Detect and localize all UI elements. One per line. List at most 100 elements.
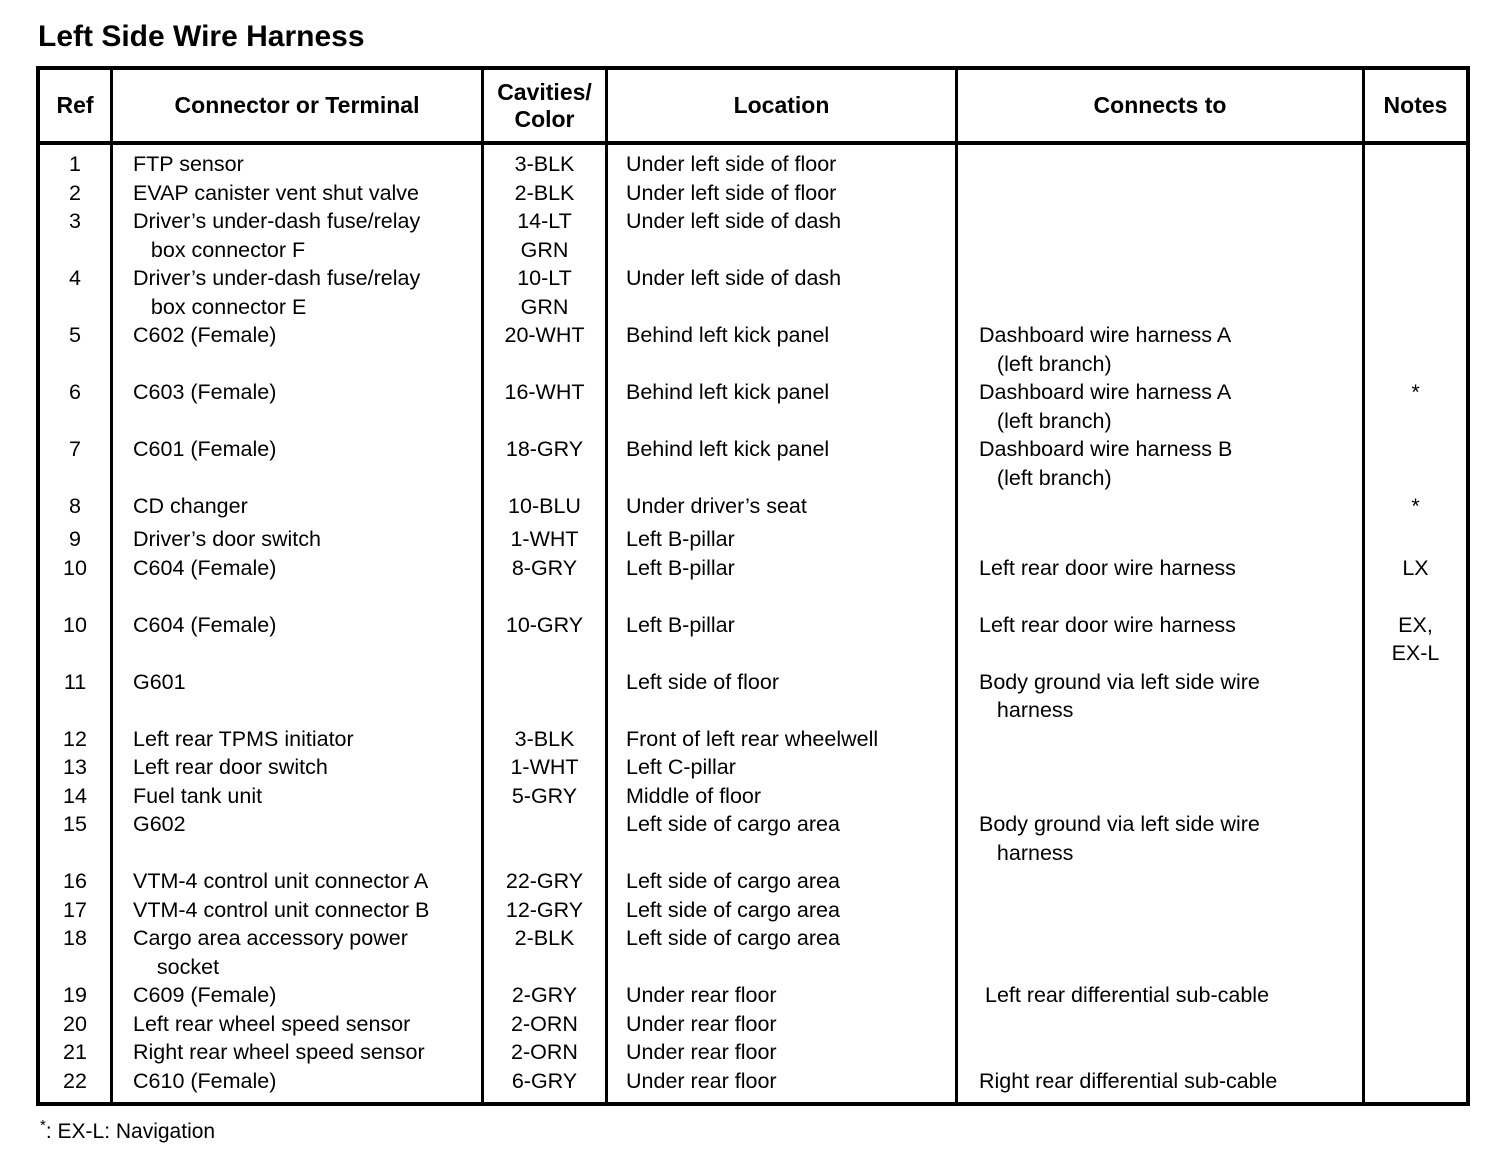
- cell-cavities-color: 8-GRY: [481, 553, 605, 611]
- cell-connects-to: [955, 264, 1362, 321]
- cell-notes: [1362, 1038, 1466, 1067]
- table-row: 6 C603 (Female) 16-WHT Behind left kick pan…: [40, 378, 1466, 435]
- cell-connects-to: Left rear differential sub-cable: [955, 981, 1362, 1010]
- table-row: 13 Left rear door switch 1-WHT Left C-pilla…: [40, 753, 1466, 782]
- cell-connects-to: [955, 924, 1362, 981]
- cell-ref: 6: [69, 380, 81, 404]
- cell-connects-to: Body ground via left side wire harness: [955, 667, 1362, 725]
- table-row: 12 Left rear TPMS initiator 3-BLK Front of …: [40, 724, 1466, 753]
- cell-location: Left side of floor: [605, 667, 955, 725]
- cell-connector: Left rear TPMS initiator: [110, 724, 481, 753]
- cell-cavities-color: 3-BLK: [481, 145, 605, 179]
- cell-connects-to: [955, 1038, 1362, 1067]
- cell-cavities-color: 10-LT GRN: [481, 264, 605, 321]
- table-row: 10 C604 (Female) 8-GRY Left B-pillar Left re…: [40, 553, 1466, 611]
- cell-cavities-color: 2-GRY: [481, 981, 605, 1010]
- cell-connector: EVAP canister vent shut valve: [110, 178, 481, 207]
- table-row: 19 C609 (Female) 2-GRY Under rear floor Lef…: [40, 981, 1466, 1010]
- table-row: 7 C601 (Female) 18-GRY Behind left kick pan…: [40, 435, 1466, 492]
- table-row: 22 C610 (Female) 6-GRY Under rear floor Righ…: [40, 1066, 1466, 1102]
- cell-connector: Driver’s under-dash fuse/relay box conne…: [110, 207, 481, 264]
- header-connector: Connector or Terminal: [110, 70, 481, 141]
- cell-ref: 8: [69, 494, 81, 518]
- cell-notes: [1362, 810, 1466, 867]
- cell-location: Left B-pillar: [605, 525, 955, 554]
- cell-cavities-color: 3-BLK: [481, 724, 605, 753]
- cell-ref: 4: [69, 266, 81, 290]
- table-row: 18 Cargo area accessory power socket 2-BLK…: [40, 924, 1466, 981]
- cell-notes: LX: [1362, 553, 1466, 611]
- table-row: 1 FTP sensor 3-BLK Under left side of floor: [40, 145, 1466, 179]
- cell-location: Under rear floor: [605, 1066, 955, 1102]
- cell-connector: C604 (Female): [110, 610, 481, 668]
- cell-location: Behind left kick panel: [605, 378, 955, 435]
- table-row: 17 VTM-4 control unit connector B 12-GRY Le…: [40, 895, 1466, 924]
- cell-location: Left B-pillar: [605, 553, 955, 611]
- cell-ref: 20: [63, 1011, 87, 1036]
- cell-connects-to: [955, 895, 1362, 924]
- cell-cavities-color: 1-WHT: [481, 525, 605, 554]
- cell-notes: [1362, 1066, 1466, 1102]
- cell-location: Behind left kick panel: [605, 435, 955, 492]
- table-row: 8 CD changer 10-BLU Under driver’s seat *: [40, 492, 1466, 525]
- cell-connector: G602: [110, 810, 481, 867]
- table-row: 4 Driver’s under-dash fuse/relay box conn…: [40, 264, 1466, 321]
- cell-location: Left side of cargo area: [605, 924, 955, 981]
- cell-notes: [1362, 724, 1466, 753]
- header-location: Location: [605, 70, 955, 141]
- cell-ref: 11: [63, 669, 87, 694]
- cell-ref: 2: [69, 180, 81, 205]
- cell-ref: 10: [63, 612, 87, 637]
- cell-cavities-color: 10-GRY: [481, 610, 605, 668]
- cell-ref: 15: [63, 812, 87, 836]
- cell-connector: Driver’s door switch: [110, 525, 481, 554]
- cell-location: Left side of cargo area: [605, 810, 955, 867]
- footnote: *: EX-L: Navigation: [40, 1117, 1504, 1144]
- cell-notes: [1362, 781, 1466, 810]
- cell-location: Left side of cargo area: [605, 895, 955, 924]
- cell-connects-to: [955, 145, 1362, 179]
- table-body: 1 FTP sensor 3-BLK Under left side of floor…: [40, 145, 1466, 1102]
- cell-notes: [1362, 753, 1466, 782]
- table-row: 21 Right rear wheel speed sensor 2-ORN Unde…: [40, 1038, 1466, 1067]
- cell-ref: 9: [69, 527, 81, 551]
- cell-connector: Fuel tank unit: [110, 781, 481, 810]
- cell-location: Behind left kick panel: [605, 321, 955, 378]
- cell-cavities-color: 2-ORN: [481, 1009, 605, 1038]
- header-cavities-color: Cavities/ Color: [481, 70, 605, 141]
- cell-connector: C609 (Female): [110, 981, 481, 1010]
- cell-location: Under left side of dash: [605, 264, 955, 321]
- cell-connects-to: Body ground via left side wire harness: [955, 810, 1362, 867]
- cell-cavities-color: 18-GRY: [481, 435, 605, 492]
- cell-notes: [1362, 435, 1466, 492]
- cell-cavities-color: 12-GRY: [481, 895, 605, 924]
- cell-location: Under left side of floor: [605, 145, 955, 179]
- cell-connector: Left rear wheel speed sensor: [110, 1009, 481, 1038]
- cell-notes: [1362, 178, 1466, 207]
- cell-connects-to: [955, 724, 1362, 753]
- page-title: Left Side Wire Harness: [38, 20, 365, 53]
- cell-notes: *: [1362, 492, 1466, 525]
- cell-location: Under driver’s seat: [605, 492, 955, 525]
- cell-connector: C602 (Female): [110, 321, 481, 378]
- cell-connects-to: [955, 492, 1362, 525]
- cell-ref: 7: [69, 437, 81, 461]
- cell-cavities-color: 2-BLK: [481, 924, 605, 981]
- cell-cavities-color: 22-GRY: [481, 867, 605, 896]
- table-row: 5 C602 (Female) 20-WHT Behind left kick pan…: [40, 321, 1466, 378]
- table-row: 2 EVAP canister vent shut valve 2-BLK Under…: [40, 178, 1466, 207]
- cell-connector: Right rear wheel speed sensor: [110, 1038, 481, 1067]
- cell-cavities-color: 20-WHT: [481, 321, 605, 378]
- cell-notes: EX, EX-L: [1362, 610, 1466, 668]
- cell-location: Left C-pillar: [605, 753, 955, 782]
- cell-ref: 14: [63, 783, 87, 808]
- cell-connects-to: [955, 867, 1362, 896]
- cell-connector: G601: [110, 667, 481, 725]
- cell-connector: VTM-4 control unit connector A: [110, 867, 481, 896]
- cell-cavities-color: 2-BLK: [481, 178, 605, 207]
- cell-cavities-color: 1-WHT: [481, 753, 605, 782]
- cell-connects-to: Dashboard wire harness A (left branch): [955, 378, 1362, 435]
- cell-connector: C601 (Female): [110, 435, 481, 492]
- table-row: 10 C604 (Female) 10-GRY Left B-pillar Left r…: [40, 610, 1466, 668]
